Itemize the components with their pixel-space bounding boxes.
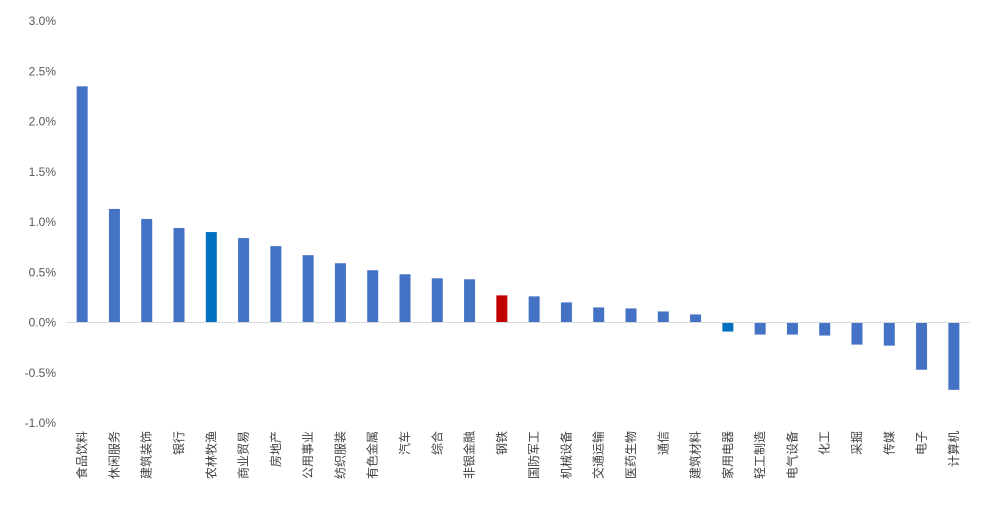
bar-9 — [334, 263, 346, 323]
bar-1 — [76, 86, 88, 323]
x-category-label: 汽车 — [397, 431, 412, 455]
x-category-label: 休闲服务 — [106, 431, 121, 479]
bar-21 — [722, 322, 734, 332]
bar-28 — [948, 322, 960, 390]
x-category-label: 银行 — [172, 431, 186, 455]
y-tick-label: 1.0% — [29, 215, 57, 229]
x-category-label: 传媒 — [881, 431, 896, 455]
y-tick-label: 0.0% — [29, 316, 57, 330]
bar-4 — [173, 228, 185, 323]
x-category-label: 采掘 — [849, 431, 864, 455]
y-tick-label: -0.5% — [25, 366, 57, 380]
x-axis-category-labels: 食品饮料 休闲服务 建筑装饰 银行 农林牧渔 商业贸易 房地产 公用事业 纺织服装 有色金属 汽车综… — [74, 431, 961, 479]
x-category-label: 计算机 — [946, 431, 961, 467]
bar-19 — [657, 311, 669, 323]
bar-2 — [108, 208, 120, 323]
bar-23 — [786, 322, 798, 335]
x-category-label: 建筑材料 — [688, 431, 703, 479]
bar-11 — [399, 274, 411, 323]
bar-15 — [528, 296, 540, 323]
y-tick-label: 3.0% — [29, 14, 57, 28]
x-category-label: 综合 — [429, 431, 444, 455]
x-category-label: 农林牧渔 — [204, 431, 218, 479]
bar-10 — [367, 270, 379, 323]
y-tick-label: 1.5% — [29, 165, 57, 179]
y-tick-label: 0.5% — [29, 265, 57, 279]
x-category-label: 机械设备 — [558, 431, 573, 479]
bars — [76, 86, 960, 390]
x-category-label: 钢铁 — [495, 431, 509, 455]
x-category-label: 医药生物 — [624, 431, 638, 479]
x-category-label: 商业贸易 — [236, 431, 251, 479]
x-category-label: 食品饮料 — [74, 431, 89, 479]
x-category-label: 通信 — [656, 431, 670, 455]
x-category-label: 建筑装饰 — [139, 431, 154, 479]
y-tick-label: 2.0% — [29, 115, 57, 129]
x-category-label: 家用电器 — [720, 431, 735, 479]
bar-16 — [560, 302, 572, 323]
x-category-label: 公用事业 — [301, 431, 315, 479]
bar-17 — [593, 307, 605, 323]
x-category-label: 化工 — [818, 431, 832, 455]
bar-24 — [819, 322, 831, 336]
bar-18 — [625, 308, 637, 323]
bar-6 — [238, 238, 250, 323]
bar-22 — [754, 322, 766, 335]
y-tick-label: 2.5% — [29, 64, 57, 78]
bar-26 — [883, 322, 895, 346]
y-tick-label: -1.0% — [25, 416, 57, 430]
bar-13 — [464, 279, 476, 323]
x-category-label: 轻工制造 — [753, 431, 767, 479]
x-category-label: 房地产 — [268, 431, 283, 467]
x-category-label: 非银金融 — [462, 431, 477, 479]
x-category-label: 有色金属 — [365, 431, 380, 479]
x-category-label: 国防军工 — [526, 431, 541, 479]
bar-5 — [205, 232, 217, 323]
bar-8 — [302, 255, 314, 323]
x-category-label: 电子 — [915, 431, 929, 455]
x-category-label: 纺织服装 — [333, 431, 347, 479]
bar-3 — [141, 218, 153, 323]
bar-25 — [851, 322, 863, 345]
bar-27 — [916, 322, 928, 370]
y-axis-ticks: -1.0% -0.5% 0.0% 0.5% 1.0% 1.5% 2.0% 2.5% 3.0% — [25, 14, 57, 430]
bar-20 — [690, 314, 702, 323]
bar-14 — [496, 295, 508, 323]
x-category-label: 电气设备 — [784, 431, 799, 479]
bar-7 — [270, 246, 282, 323]
bar-12 — [431, 278, 443, 323]
x-category-label: 交通运输 — [591, 431, 606, 479]
